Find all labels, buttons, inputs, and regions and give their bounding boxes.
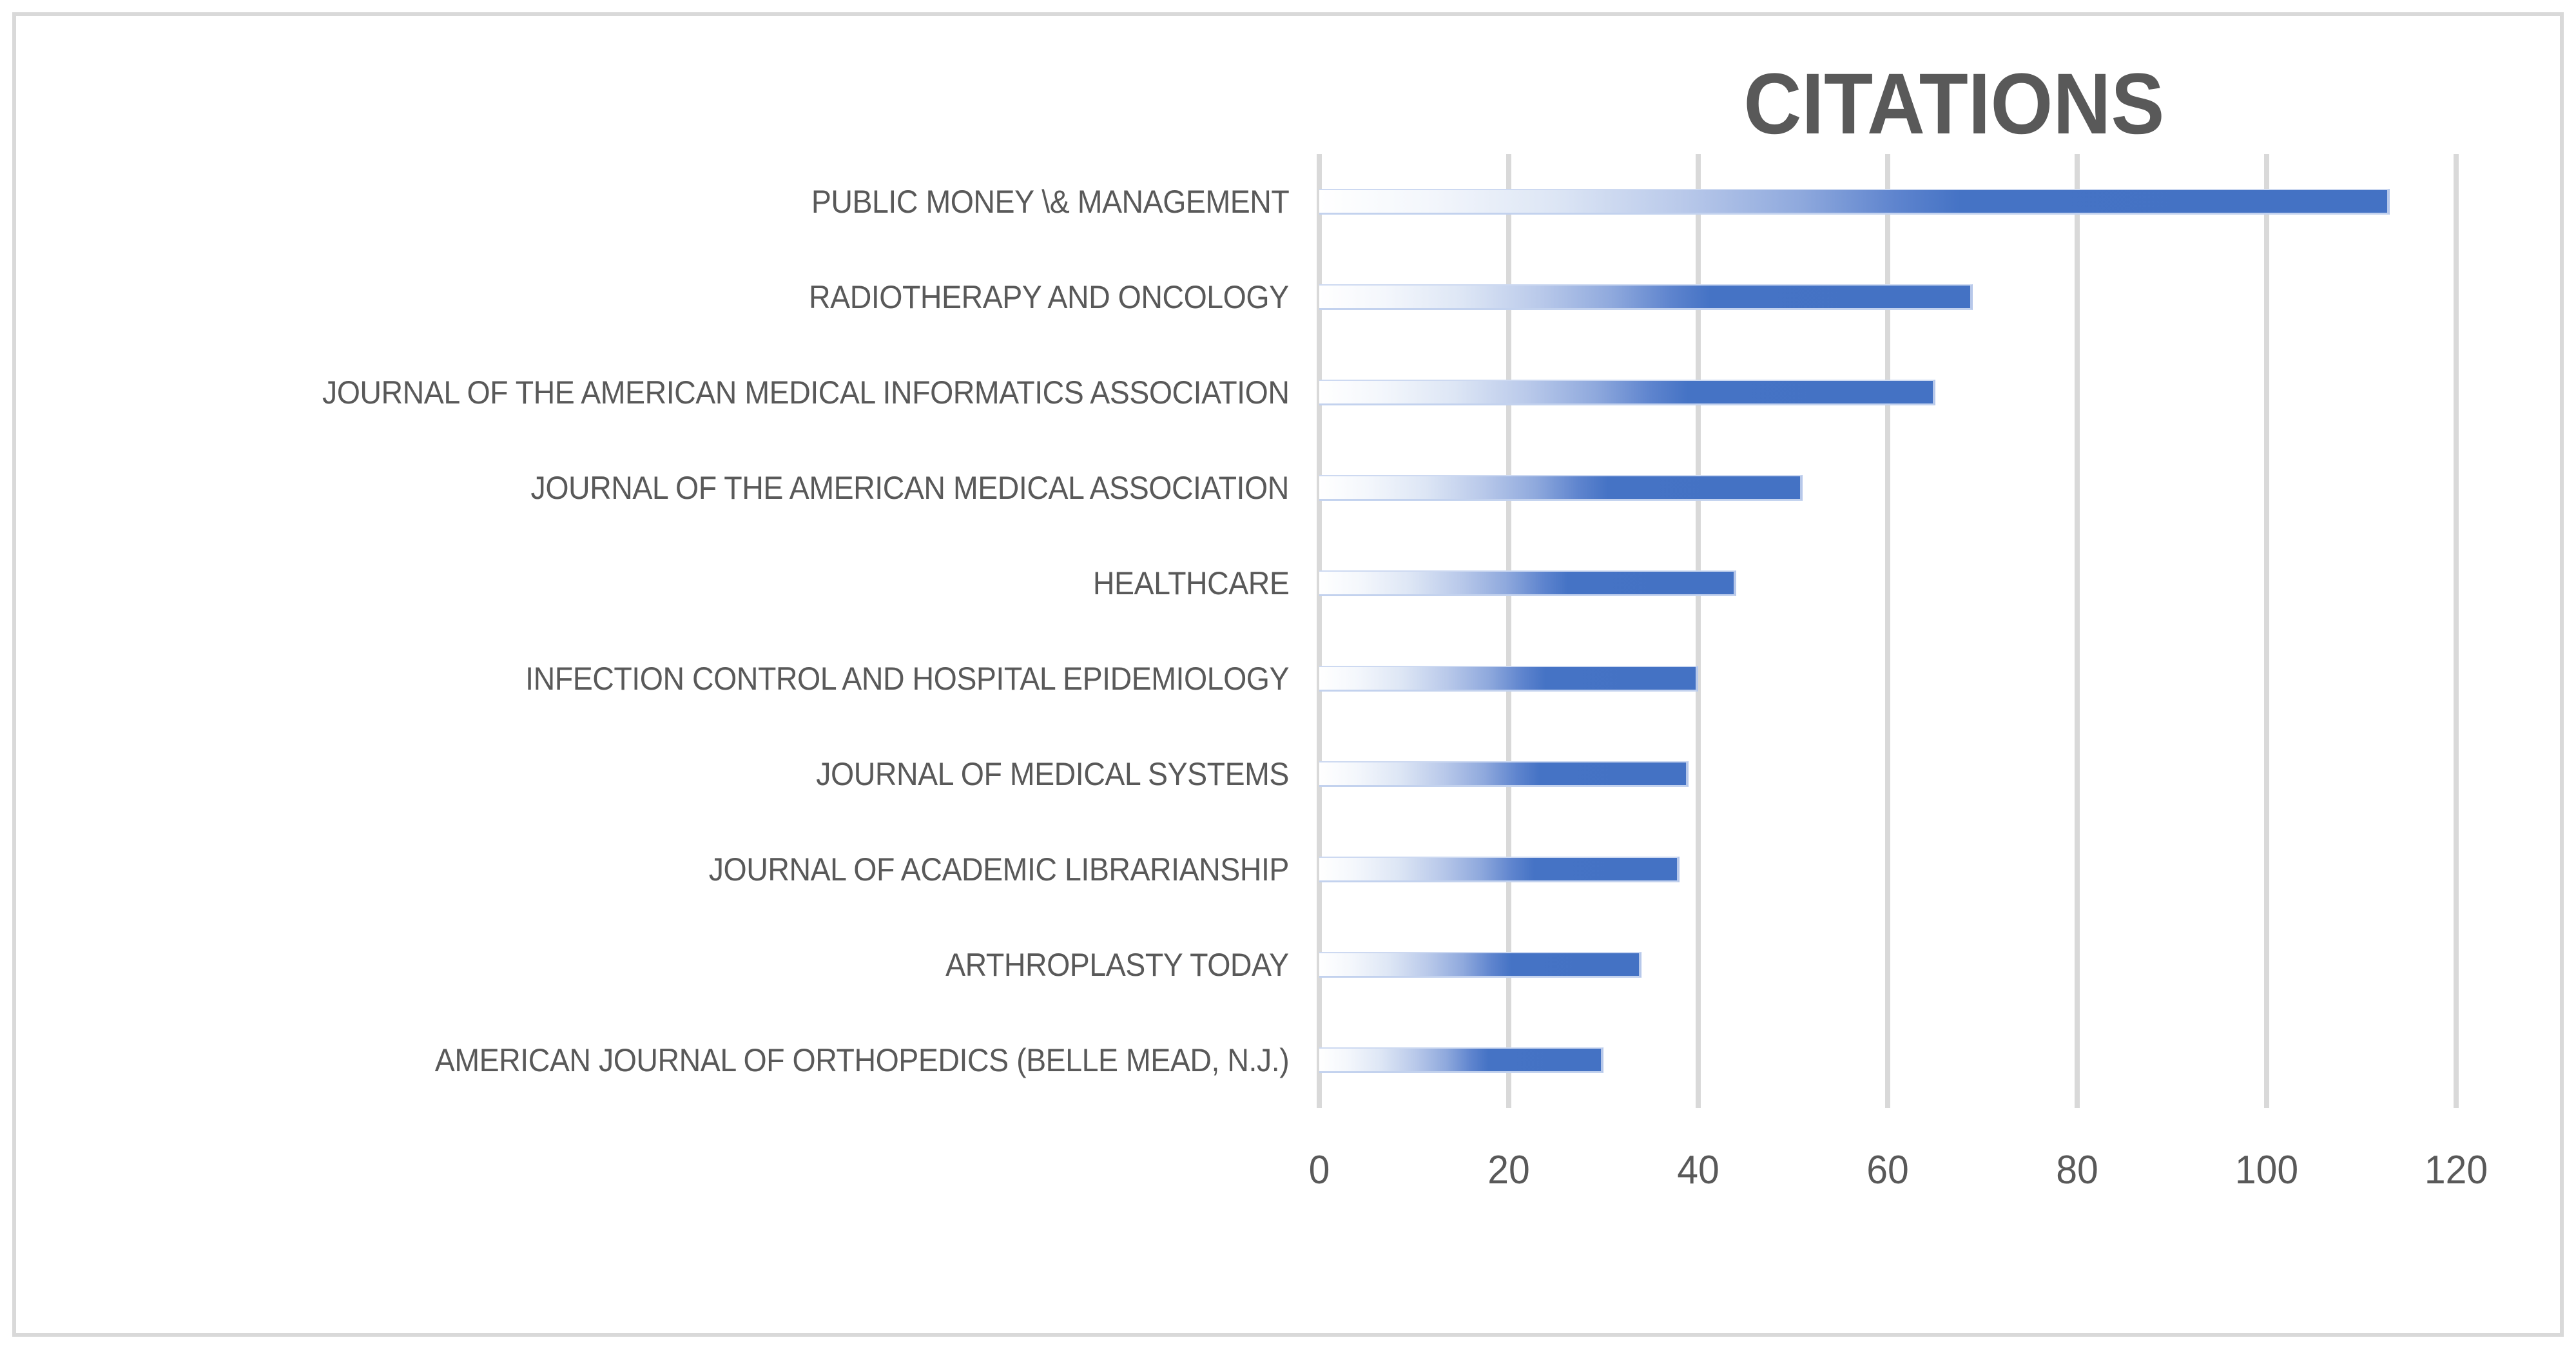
bar [1319, 284, 1973, 310]
category-label: INFECTION CONTROL AND HOSPITAL EPIDEMIOL… [52, 631, 1289, 726]
category-label: JOURNAL OF MEDICAL SYSTEMS [52, 726, 1289, 822]
bar [1319, 761, 1689, 787]
category-label-text: JOURNAL OF THE AMERICAN MEDICAL INFORMAT… [322, 374, 1289, 411]
bar [1319, 475, 1803, 501]
category-label: ARTHROPLASTY TODAY [52, 917, 1289, 1013]
gridline [2264, 154, 2269, 1108]
category-label-text: JOURNAL OF MEDICAL SYSTEMS [816, 756, 1289, 792]
gridline [2075, 154, 2080, 1108]
category-label-text: RADIOTHERAPY AND ONCOLOGY [809, 279, 1289, 315]
gridline [1317, 154, 1322, 1108]
bar [1319, 1047, 1603, 1073]
gridline [1885, 154, 1890, 1108]
category-label-text: JOURNAL OF THE AMERICAN MEDICAL ASSOCIAT… [530, 470, 1290, 506]
bar [1319, 380, 1935, 405]
category-label: JOURNAL OF THE AMERICAN MEDICAL ASSOCIAT… [52, 440, 1290, 536]
value-tick-label: 100 [2234, 1148, 2299, 1192]
chart-border-frame [12, 12, 2564, 1337]
category-label-text: JOURNAL OF ACADEMIC LIBRARIANSHIP [708, 851, 1290, 888]
plot-area [1317, 154, 2459, 1108]
bar [1319, 570, 1736, 596]
value-tick-label: 80 [2056, 1148, 2098, 1192]
category-label: AMERICAN JOURNAL OF ORTHOPEDICS (BELLE M… [52, 1013, 1290, 1108]
value-tick-label: 20 [1487, 1148, 1530, 1192]
category-label-text: INFECTION CONTROL AND HOSPITAL EPIDEMIOL… [525, 661, 1289, 697]
bar [1319, 189, 2390, 215]
chart-title: CITATIONS [1743, 56, 2165, 152]
bar [1319, 952, 1641, 978]
category-label: JOURNAL OF THE AMERICAN MEDICAL INFORMAT… [52, 345, 1289, 440]
gridline [1696, 154, 1701, 1108]
value-tick-label: 120 [2424, 1148, 2488, 1192]
bar [1319, 857, 1680, 882]
category-label: HEALTHCARE [52, 536, 1289, 631]
value-axis-labels: 0 20 40 60 80 100 120 [1309, 1147, 2488, 1199]
category-label-text: AMERICAN JOURNAL OF ORTHOPEDICS (BELLE M… [434, 1042, 1290, 1078]
category-label: RADIOTHERAPY AND ONCOLOGY [52, 249, 1289, 345]
gridline [1506, 154, 1511, 1108]
value-tick-label: 60 [1866, 1148, 1909, 1192]
category-label-text: PUBLIC MONEY \& MANAGEMENT [811, 184, 1289, 220]
bar [1319, 666, 1698, 692]
value-tick-label: 40 [1677, 1148, 1719, 1192]
value-tick-label: 0 [1308, 1148, 1330, 1192]
category-axis-labels: PUBLIC MONEY \& MANAGEMENT RADIOTHERAPY A… [52, 154, 1289, 1108]
category-label: PUBLIC MONEY \& MANAGEMENT [52, 154, 1289, 249]
gridline [2454, 154, 2459, 1108]
category-label-text: HEALTHCARE [1092, 565, 1289, 601]
category-label-text: ARTHROPLASTY TODAY [945, 947, 1289, 983]
category-label: JOURNAL OF ACADEMIC LIBRARIANSHIP [52, 822, 1290, 917]
